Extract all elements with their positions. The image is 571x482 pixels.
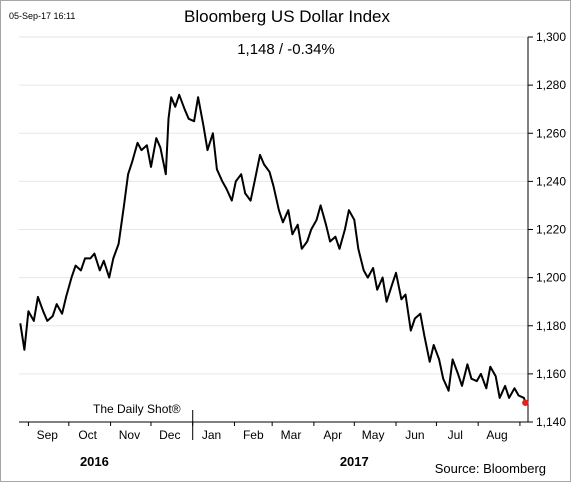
year-label: 2016	[80, 454, 109, 469]
x-tick-label: Nov	[119, 428, 140, 442]
series-line	[19, 93, 527, 404]
chart-subtitle: 1,148 / -0.34%	[237, 41, 335, 58]
chart-gridlines	[19, 36, 528, 375]
y-tick-label: 1,280	[536, 78, 566, 92]
x-tick-label: Jun	[405, 428, 424, 442]
chart-timestamp: 05-Sep-17 16:11	[9, 11, 75, 21]
chart-series-group	[19, 93, 529, 406]
y-tick-label: 1,260	[536, 126, 566, 140]
last-point-marker	[522, 399, 529, 406]
x-tick-label: Mar	[281, 428, 302, 442]
x-tick-label: Oct	[78, 428, 97, 442]
x-axis-ticks: Sep Oct Nov Dec Jan Feb Mar Apr May Jun Jul Aug	[27, 410, 521, 442]
y-tick-label: 1,220	[536, 223, 566, 237]
chart-title: Bloomberg US Dollar Index	[184, 7, 390, 26]
x-tick-label: Sep	[37, 428, 59, 442]
y-tick-label: 1,160	[536, 367, 566, 381]
y-tick-label: 1,240	[536, 174, 566, 188]
x-axis-years: 2016 2017	[80, 454, 369, 469]
x-tick-label: Jul	[448, 428, 463, 442]
x-tick-label: Dec	[159, 428, 180, 442]
y-tick-label: 1,200	[536, 271, 566, 285]
y-axis-ticks: 1,140 1,160 1,180 1,200 1,220 1,240 1,260 1,280…	[528, 30, 566, 429]
year-label: 2017	[340, 454, 369, 469]
y-tick-label: 1,140	[536, 415, 566, 429]
y-tick-label: 1,180	[536, 319, 566, 333]
chart-credit: The Daily Shot®	[93, 402, 181, 416]
x-tick-label: Apr	[323, 428, 342, 442]
x-tick-label: Aug	[486, 428, 507, 442]
x-tick-label: Feb	[243, 428, 264, 442]
x-tick-label: Jan	[202, 428, 221, 442]
y-tick-label: 1,300	[536, 30, 566, 44]
x-tick-label: May	[362, 428, 385, 442]
chart-source: Source: Bloomberg	[435, 461, 546, 476]
